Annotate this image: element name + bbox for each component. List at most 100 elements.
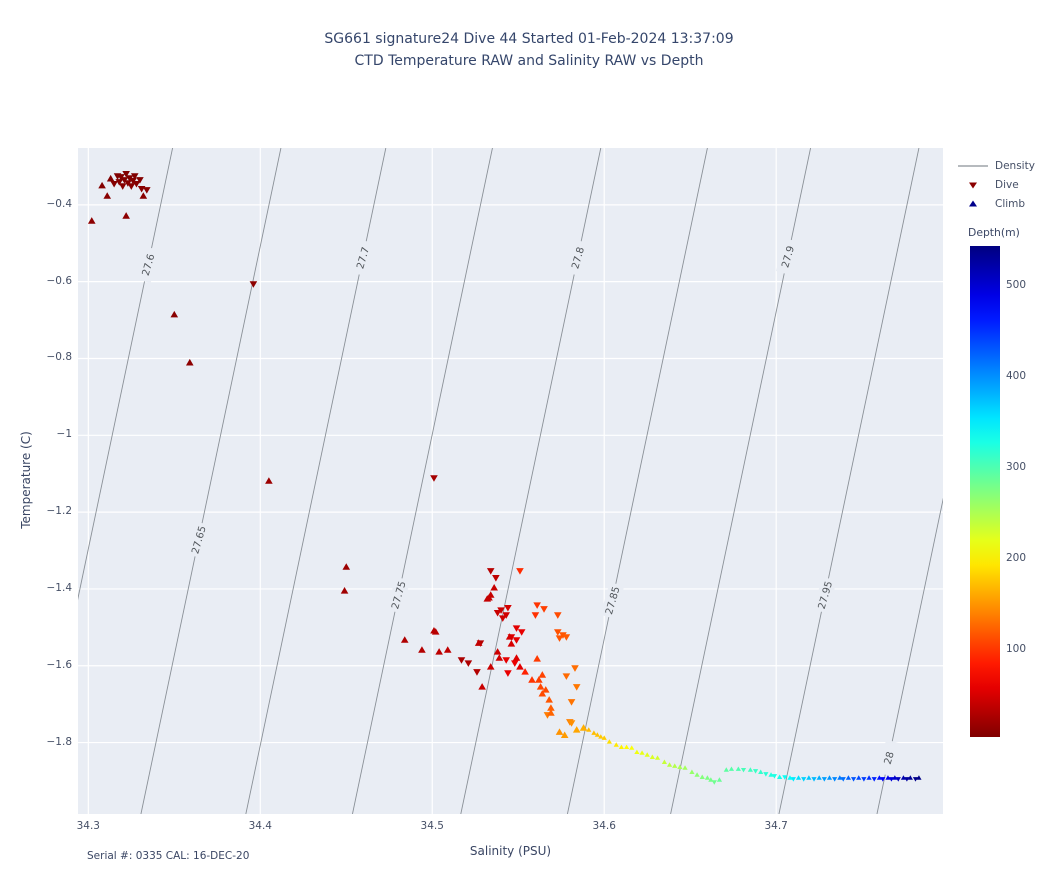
climb-point — [340, 587, 349, 594]
dive-point — [555, 635, 564, 642]
climb-point — [708, 777, 714, 782]
density-line-icon — [956, 163, 990, 169]
dive-point — [127, 183, 136, 190]
colorbar-tick-label: 500 — [1006, 279, 1027, 292]
colorbar-label: Depth(m) — [968, 226, 1020, 239]
climb-point — [916, 775, 922, 780]
climb-point — [265, 477, 273, 484]
climb-point — [490, 583, 498, 591]
dive-point — [464, 660, 473, 667]
dive-point — [118, 183, 127, 190]
dive-point — [510, 660, 519, 667]
dive-point — [249, 281, 258, 288]
dive-point — [888, 777, 895, 782]
climb-point — [579, 724, 588, 731]
dive-point — [850, 777, 857, 782]
dive-point — [130, 173, 139, 180]
climb-point — [606, 739, 612, 744]
dive-point — [504, 670, 512, 677]
dive-point — [473, 669, 481, 676]
climb-point — [728, 766, 735, 771]
x-tick-label: 34.4 — [248, 820, 272, 832]
density-contour-line — [876, 497, 943, 814]
climb-point — [795, 775, 802, 780]
climb-point — [661, 759, 668, 765]
climb-point — [185, 358, 194, 366]
climb-point — [478, 683, 486, 690]
climb-point — [623, 744, 630, 750]
chart-title-line-2: CTD Temperature RAW and Salinity RAW vs … — [354, 53, 704, 69]
climb-point — [106, 174, 115, 182]
climb-point — [541, 686, 550, 693]
density-contour-line — [352, 148, 493, 814]
dive-point — [486, 568, 495, 575]
climb-point — [694, 772, 700, 777]
dive-point — [430, 475, 438, 482]
y-tick-label: −1 — [56, 428, 72, 441]
dive-point — [492, 575, 500, 582]
climb-point — [735, 766, 741, 771]
dive-point — [840, 777, 846, 782]
density-contour-label: 27.95 — [813, 576, 837, 614]
climb-point — [618, 744, 625, 750]
climb-point — [493, 648, 502, 655]
climb-point — [723, 767, 729, 772]
colorbar-tick-label: 200 — [1006, 552, 1027, 565]
dive-point — [122, 170, 130, 178]
climb-point — [885, 775, 891, 780]
density-contour-label: 27.65 — [186, 521, 211, 559]
climb-point — [598, 734, 604, 739]
dive-point — [895, 777, 901, 782]
dive-point — [763, 772, 769, 777]
dive-point — [567, 720, 576, 727]
climb-point — [677, 764, 683, 770]
climb-point — [876, 775, 882, 780]
climb-point — [507, 640, 516, 647]
colorbar-tick-label: 400 — [1006, 370, 1027, 383]
dive-point — [132, 180, 141, 188]
climb-marker-icon — [956, 199, 990, 209]
dive-point — [493, 610, 502, 617]
dive-point — [880, 777, 886, 782]
climb-point — [547, 704, 555, 711]
dive-point — [110, 180, 118, 188]
dive-point — [562, 634, 571, 641]
dive-point — [533, 602, 541, 609]
climb-point — [533, 655, 541, 662]
climb-point — [666, 762, 673, 767]
dive-point — [504, 605, 512, 612]
climb-point — [443, 646, 452, 653]
colorbar-tick-label: 300 — [1006, 461, 1027, 474]
x-tick-label: 34.3 — [76, 820, 100, 832]
dive-point — [752, 769, 759, 774]
dive-point — [553, 612, 562, 619]
climb-point — [907, 775, 913, 780]
climb-point — [418, 646, 426, 653]
climb-point — [430, 626, 438, 634]
climb-point — [654, 755, 661, 760]
climb-point — [547, 709, 555, 716]
climb-point — [613, 742, 619, 747]
y-axis-label: Temperature (C) — [19, 431, 33, 529]
climb-point — [629, 745, 635, 750]
y-tick-label: −1.8 — [46, 735, 73, 748]
climb-point — [170, 310, 179, 318]
legend-entry-dive: Dive — [956, 175, 1035, 194]
climb-point — [601, 735, 607, 740]
climb-point — [856, 775, 862, 780]
dive-point — [782, 775, 788, 780]
dive-point — [502, 657, 511, 664]
dive-point — [861, 777, 867, 782]
dive-point — [512, 637, 521, 644]
colorbar-gradient — [970, 246, 1000, 737]
climb-point — [528, 676, 536, 683]
climb-point — [704, 775, 711, 780]
chart-title-line-1: SG661 signature24 Dive 44 Started 01-Feb… — [324, 31, 734, 47]
density-contour-label: 27.6 — [136, 246, 160, 284]
climb-point — [837, 775, 843, 780]
climb-point — [516, 663, 524, 670]
plot-area: 27.6 27.65 27.7 27.75 27.8 27.85 27.9 27.95 28 — [78, 148, 943, 814]
climb-point — [777, 774, 783, 779]
dive-point — [517, 629, 526, 636]
